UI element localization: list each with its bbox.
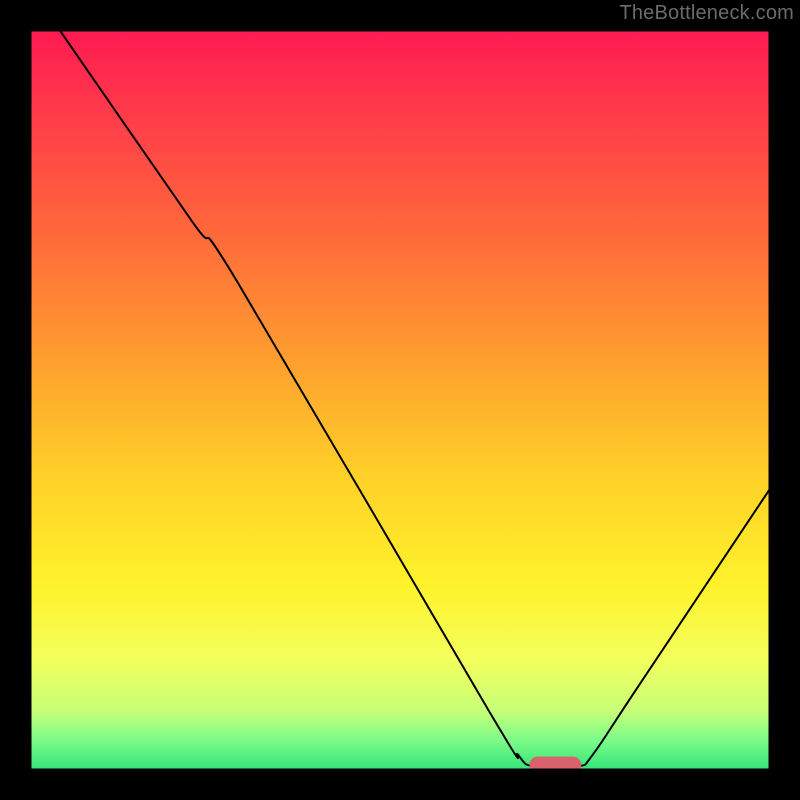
plot-background [30, 30, 770, 770]
chart-container: TheBottleneck.com [0, 0, 800, 800]
watermark-text: TheBottleneck.com [619, 2, 794, 25]
bottleneck-chart [0, 0, 800, 800]
